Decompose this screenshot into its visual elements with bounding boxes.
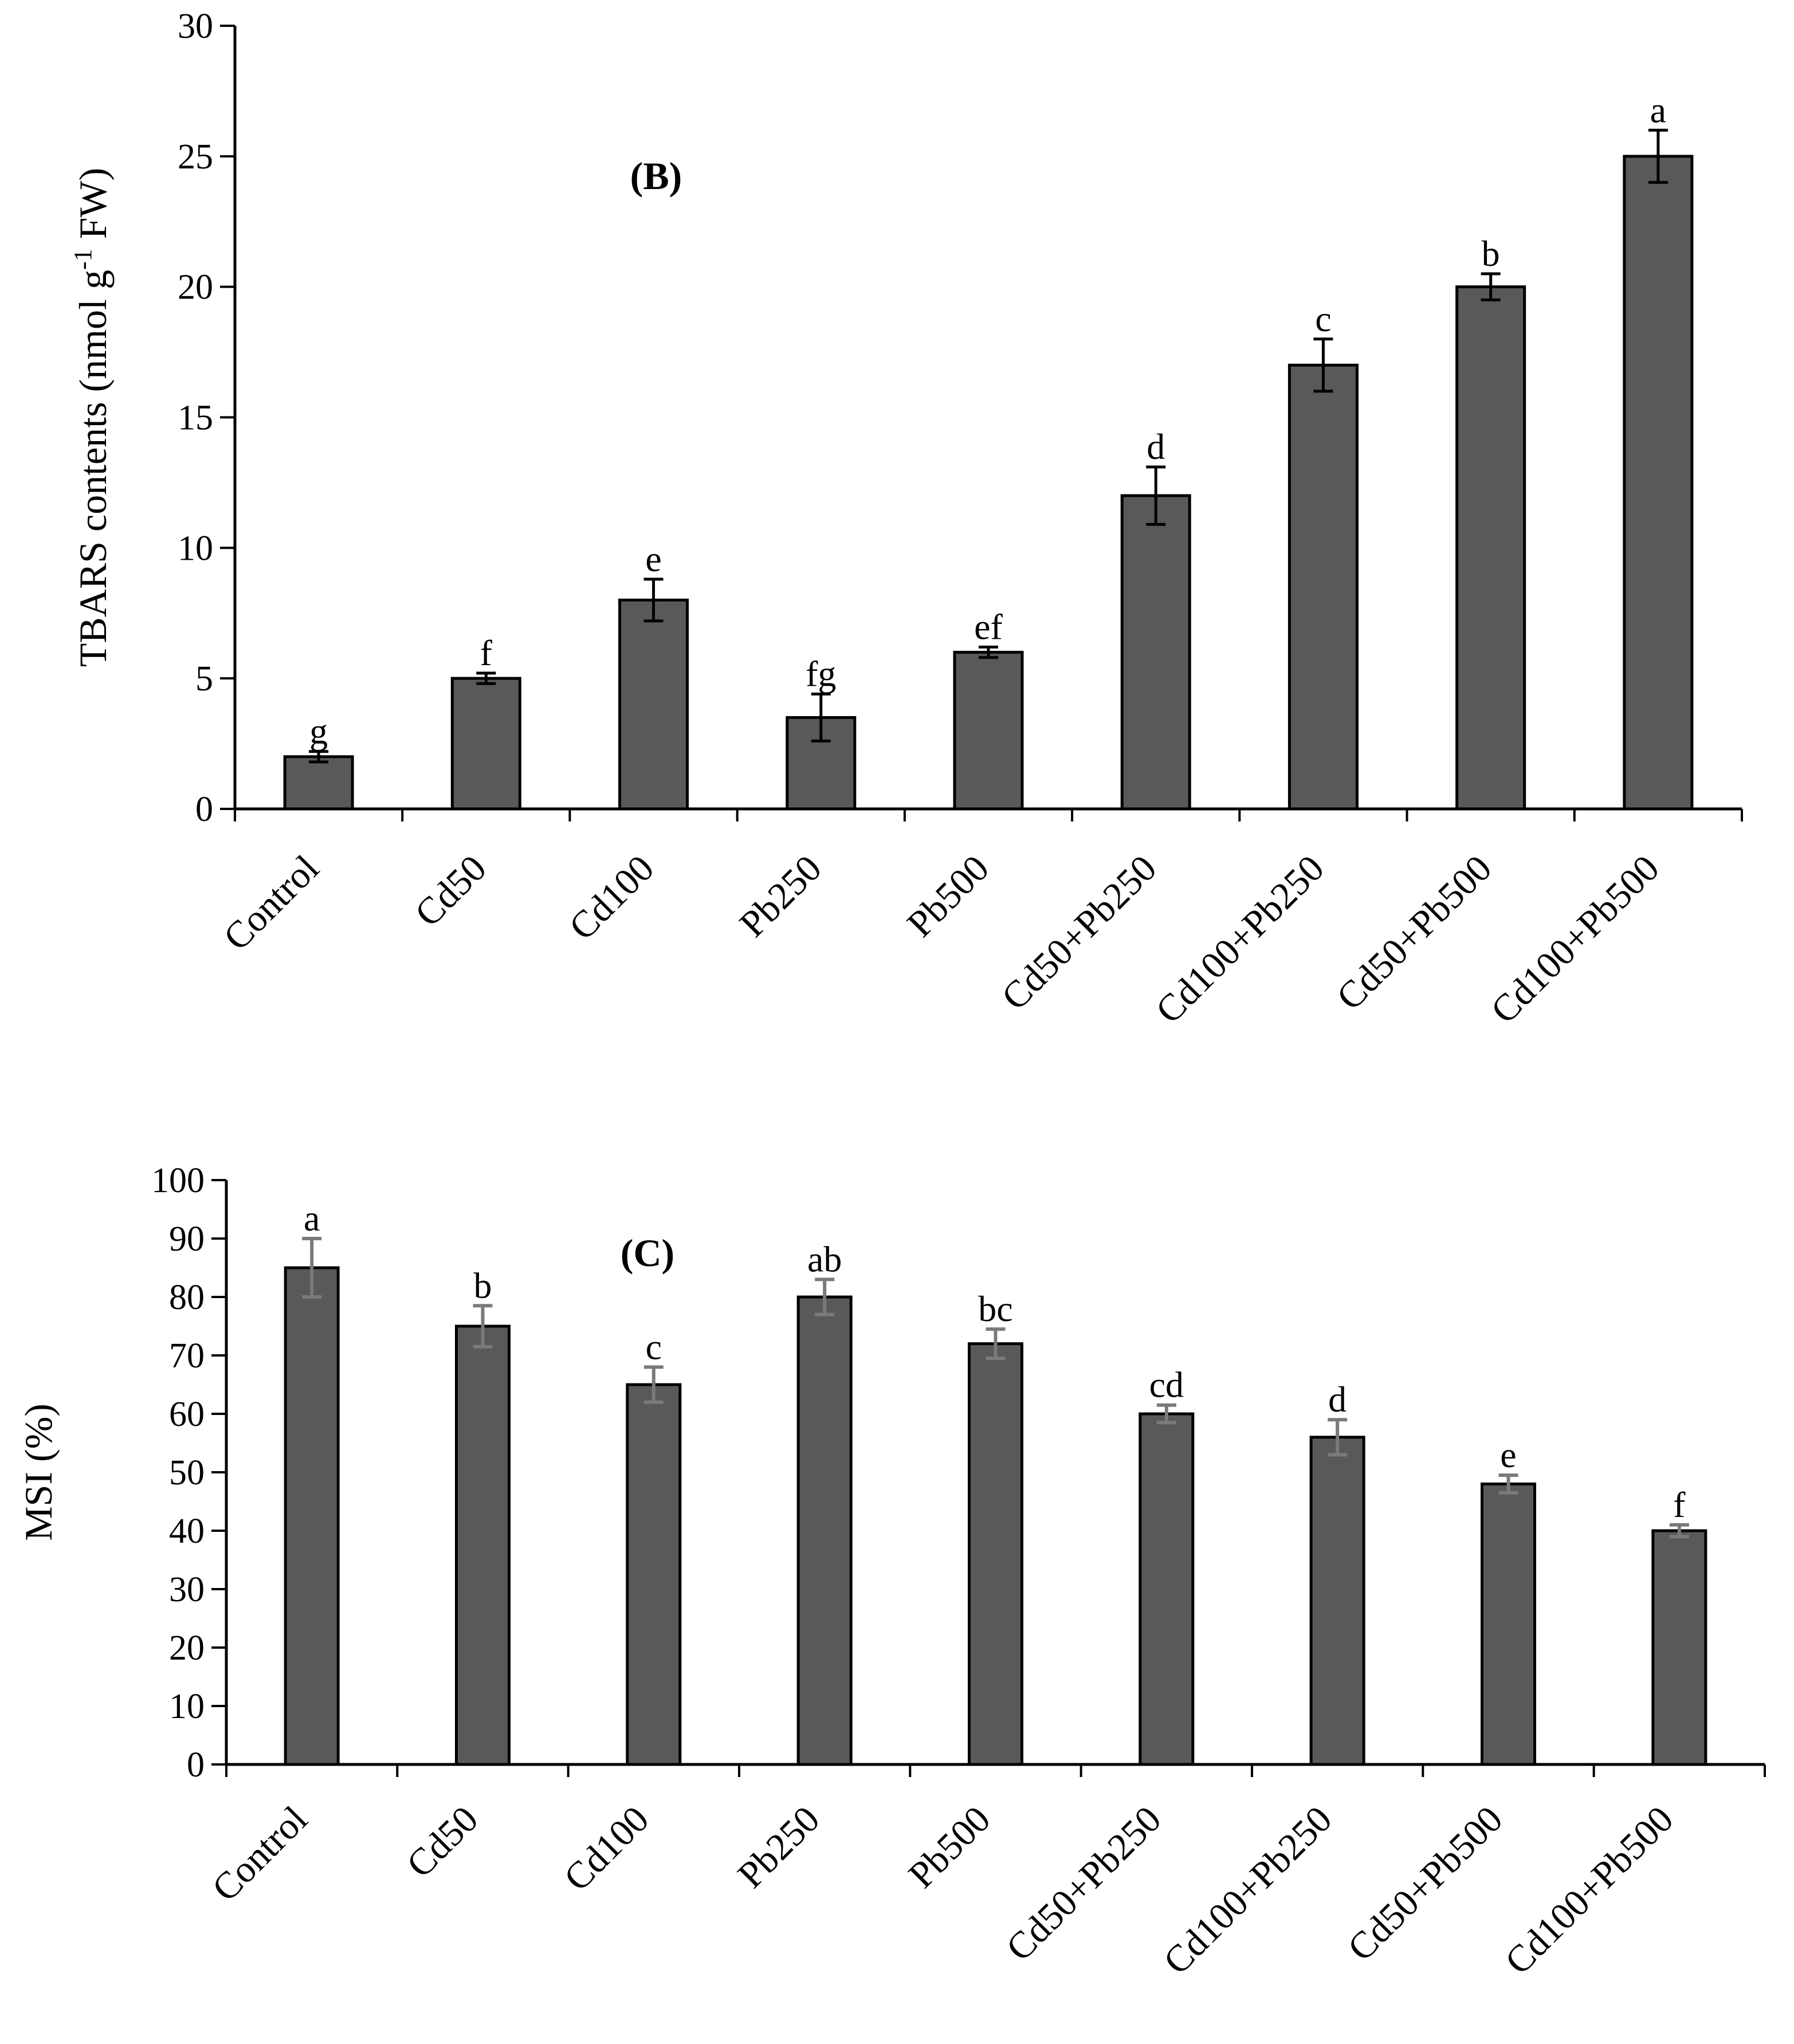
y-axis-title-superscript: -1 — [69, 249, 97, 270]
bar — [1309, 1436, 1365, 1766]
y-tick-label: 20 — [169, 1629, 205, 1668]
significance-letter: b — [474, 1265, 492, 1306]
error-bar — [1156, 1403, 1176, 1425]
error-bar — [1669, 1523, 1689, 1539]
error-bar — [1328, 1418, 1348, 1457]
bar — [450, 677, 521, 811]
bar — [1481, 1482, 1536, 1766]
y-tick-label: 5 — [195, 659, 213, 698]
chart-panel-b: 0 5 10 15 20 25 30 g Control f Cd50 e Cd100 fg Pb250 ef… — [69, 7, 1743, 1032]
significance-letter: fg — [806, 654, 836, 694]
error-bar — [302, 1237, 322, 1299]
bar — [455, 1324, 511, 1766]
y-tick-label: 0 — [187, 1746, 205, 1784]
y-tick-label: 40 — [169, 1512, 205, 1551]
category-label: Cd50+Pb500 — [1340, 1798, 1510, 1969]
error-bar — [811, 693, 831, 743]
category-label: Pb500 — [901, 1798, 999, 1896]
bar — [953, 651, 1024, 811]
significance-letter: c — [646, 1326, 662, 1367]
y-tick-label: 15 — [178, 399, 213, 438]
bar — [1287, 363, 1359, 811]
error-bar — [815, 1278, 835, 1316]
bar — [283, 755, 354, 811]
bar — [1139, 1412, 1195, 1766]
error-bar — [473, 1304, 493, 1349]
category-label: Pb250 — [730, 1798, 828, 1896]
panel-label: (B) — [630, 154, 682, 198]
y-axis-title: TBARS contents (nmol g-1 FW) — [69, 168, 115, 667]
significance-letter: d — [1147, 426, 1165, 467]
y-tick-label: 10 — [169, 1687, 205, 1726]
significance-letter: a — [1650, 89, 1666, 130]
category-label: Pb250 — [732, 847, 830, 945]
significance-letter: c — [1315, 298, 1331, 339]
y-tick-label: 25 — [178, 137, 213, 176]
category-label: Cd50+Pb250 — [994, 847, 1164, 1018]
category-label: Cd50 — [399, 1798, 486, 1886]
category-label: Cd50+Pb250 — [998, 1798, 1169, 1969]
y-tick-label: 50 — [169, 1453, 205, 1492]
error-bar — [1648, 128, 1668, 184]
significance-letter: cd — [1149, 1365, 1184, 1405]
bar — [968, 1342, 1023, 1766]
category-label: Cd50+Pb500 — [1329, 847, 1499, 1018]
y-tick-label: 60 — [169, 1395, 205, 1434]
significance-letter: e — [1500, 1434, 1516, 1475]
error-bar — [643, 1365, 664, 1404]
category-label: Control — [204, 1798, 315, 1909]
category-label: Cd100+Pb250 — [1156, 1798, 1340, 1983]
error-bar — [1481, 272, 1501, 301]
category-label: Cd100 — [556, 1798, 657, 1899]
bar — [1120, 494, 1191, 811]
y-tick-label: 80 — [169, 1278, 205, 1317]
y-tick-label: 20 — [178, 268, 213, 307]
category-label: Cd100+Pb500 — [1483, 847, 1667, 1032]
panel-label: (C) — [621, 1231, 674, 1275]
bar — [796, 1295, 853, 1766]
significance-letter: d — [1328, 1379, 1347, 1420]
y-axis-title: MSI (%) — [17, 1404, 60, 1541]
significance-letter: f — [480, 632, 493, 673]
bar — [1623, 155, 1694, 811]
significance-letter: e — [645, 538, 661, 579]
category-label: Cd100+Pb250 — [1148, 847, 1332, 1032]
error-bar — [476, 671, 496, 685]
bar — [284, 1266, 340, 1766]
bar — [626, 1383, 682, 1766]
error-bar — [986, 1327, 1006, 1361]
significance-letter: b — [1482, 233, 1500, 274]
error-bar — [1498, 1473, 1518, 1495]
y-tick-label: 10 — [178, 529, 213, 568]
significance-letter: f — [1673, 1484, 1686, 1525]
y-tick-label: 30 — [178, 7, 213, 46]
bar — [1651, 1529, 1707, 1766]
category-label: Control — [215, 847, 327, 958]
y-tick-label: 30 — [169, 1570, 205, 1609]
y-axis-title-tail: FW) — [71, 168, 115, 249]
bar — [1455, 285, 1526, 811]
category-label: Cd100+Pb500 — [1497, 1798, 1682, 1983]
significance-letter: g — [309, 711, 328, 752]
significance-letter: bc — [978, 1288, 1012, 1329]
error-bar — [1313, 337, 1333, 393]
chart-panel-c: 0 10 20 30 40 50 60 70 80 90 100 a Control b Cd50 c Cd10… — [17, 1161, 1766, 1983]
category-label: Cd50 — [407, 847, 494, 935]
error-bar — [979, 645, 998, 659]
significance-letter: ef — [974, 606, 1003, 647]
significance-letter: a — [304, 1198, 320, 1239]
error-bar — [1146, 465, 1166, 526]
category-label: Cd100 — [561, 847, 662, 948]
bar — [618, 598, 689, 811]
y-tick-label: 0 — [195, 790, 213, 829]
category-label: Pb500 — [899, 847, 997, 945]
y-tick-label: 70 — [169, 1337, 205, 1375]
error-bar — [643, 577, 664, 623]
significance-letter: ab — [807, 1239, 842, 1279]
y-tick-label: 90 — [169, 1220, 205, 1259]
y-tick-label: 100 — [151, 1161, 205, 1200]
error-bar — [309, 750, 329, 764]
